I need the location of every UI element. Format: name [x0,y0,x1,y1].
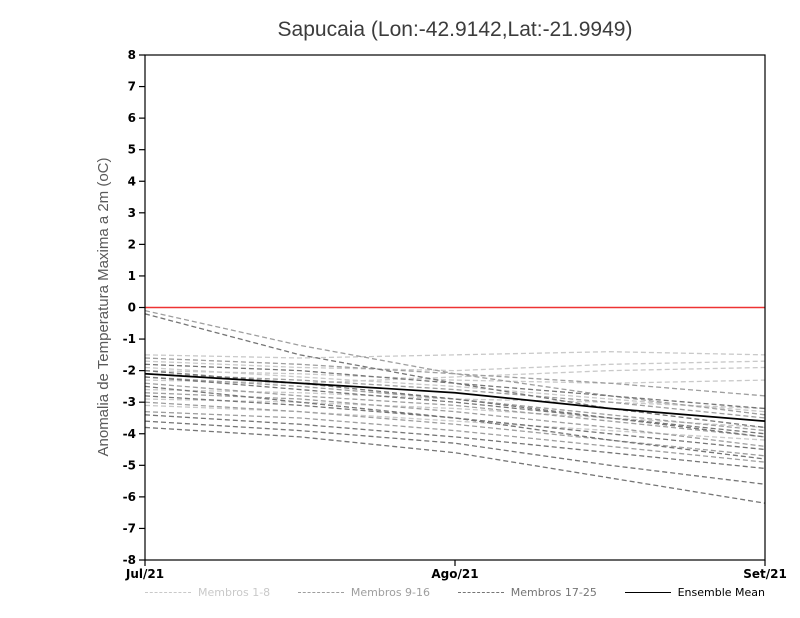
svg-text:-5: -5 [123,458,136,472]
svg-text:3: 3 [128,206,136,220]
svg-text:-2: -2 [123,364,136,378]
svg-text:7: 7 [128,80,136,94]
svg-text:Jul/21: Jul/21 [125,567,164,581]
svg-text:6: 6 [128,111,136,125]
svg-text:Set/21: Set/21 [743,567,787,581]
legend-label: Membros 9-16 [350,586,431,599]
chart-legend: Membros 1-8 Membros 9-16 Membros 17-25 E… [145,586,765,599]
legend-label: Ensemble Mean [677,586,765,599]
y-axis-label: Anomalia de Temperatura Maxima a 2m (oC) [95,157,112,456]
svg-text:-3: -3 [123,395,136,409]
legend-item-membros-17-25: Membros 17-25 [457,586,597,599]
svg-text:-8: -8 [123,553,136,567]
legend-label: Membros 1-8 [198,586,271,599]
solid-line-sample-icon [624,592,671,593]
svg-text:4: 4 [128,174,136,188]
svg-text:8: 8 [128,48,136,62]
svg-text:5: 5 [128,143,136,157]
legend-item-ensemble-mean: Ensemble Mean [624,586,765,599]
dashed-line-sample-icon [145,592,191,593]
svg-text:1: 1 [128,269,136,283]
svg-text:Ago/21: Ago/21 [431,567,478,581]
svg-text:-1: -1 [123,332,136,346]
legend-item-membros-9-16: Membros 9-16 [297,586,431,599]
legend-label: Membros 17-25 [510,586,597,599]
dashed-line-sample-icon [297,592,344,593]
svg-text:0: 0 [128,301,136,315]
svg-text:-6: -6 [123,490,136,504]
svg-text:-4: -4 [123,427,136,441]
chart-title: Sapucaia (Lon:-42.9142,Lat:-21.9949) [278,18,633,41]
dashed-line-sample-icon [457,592,504,593]
svg-text:2: 2 [128,237,136,251]
svg-text:-7: -7 [123,521,136,535]
legend-item-membros-1-8: Membros 1-8 [145,586,270,599]
